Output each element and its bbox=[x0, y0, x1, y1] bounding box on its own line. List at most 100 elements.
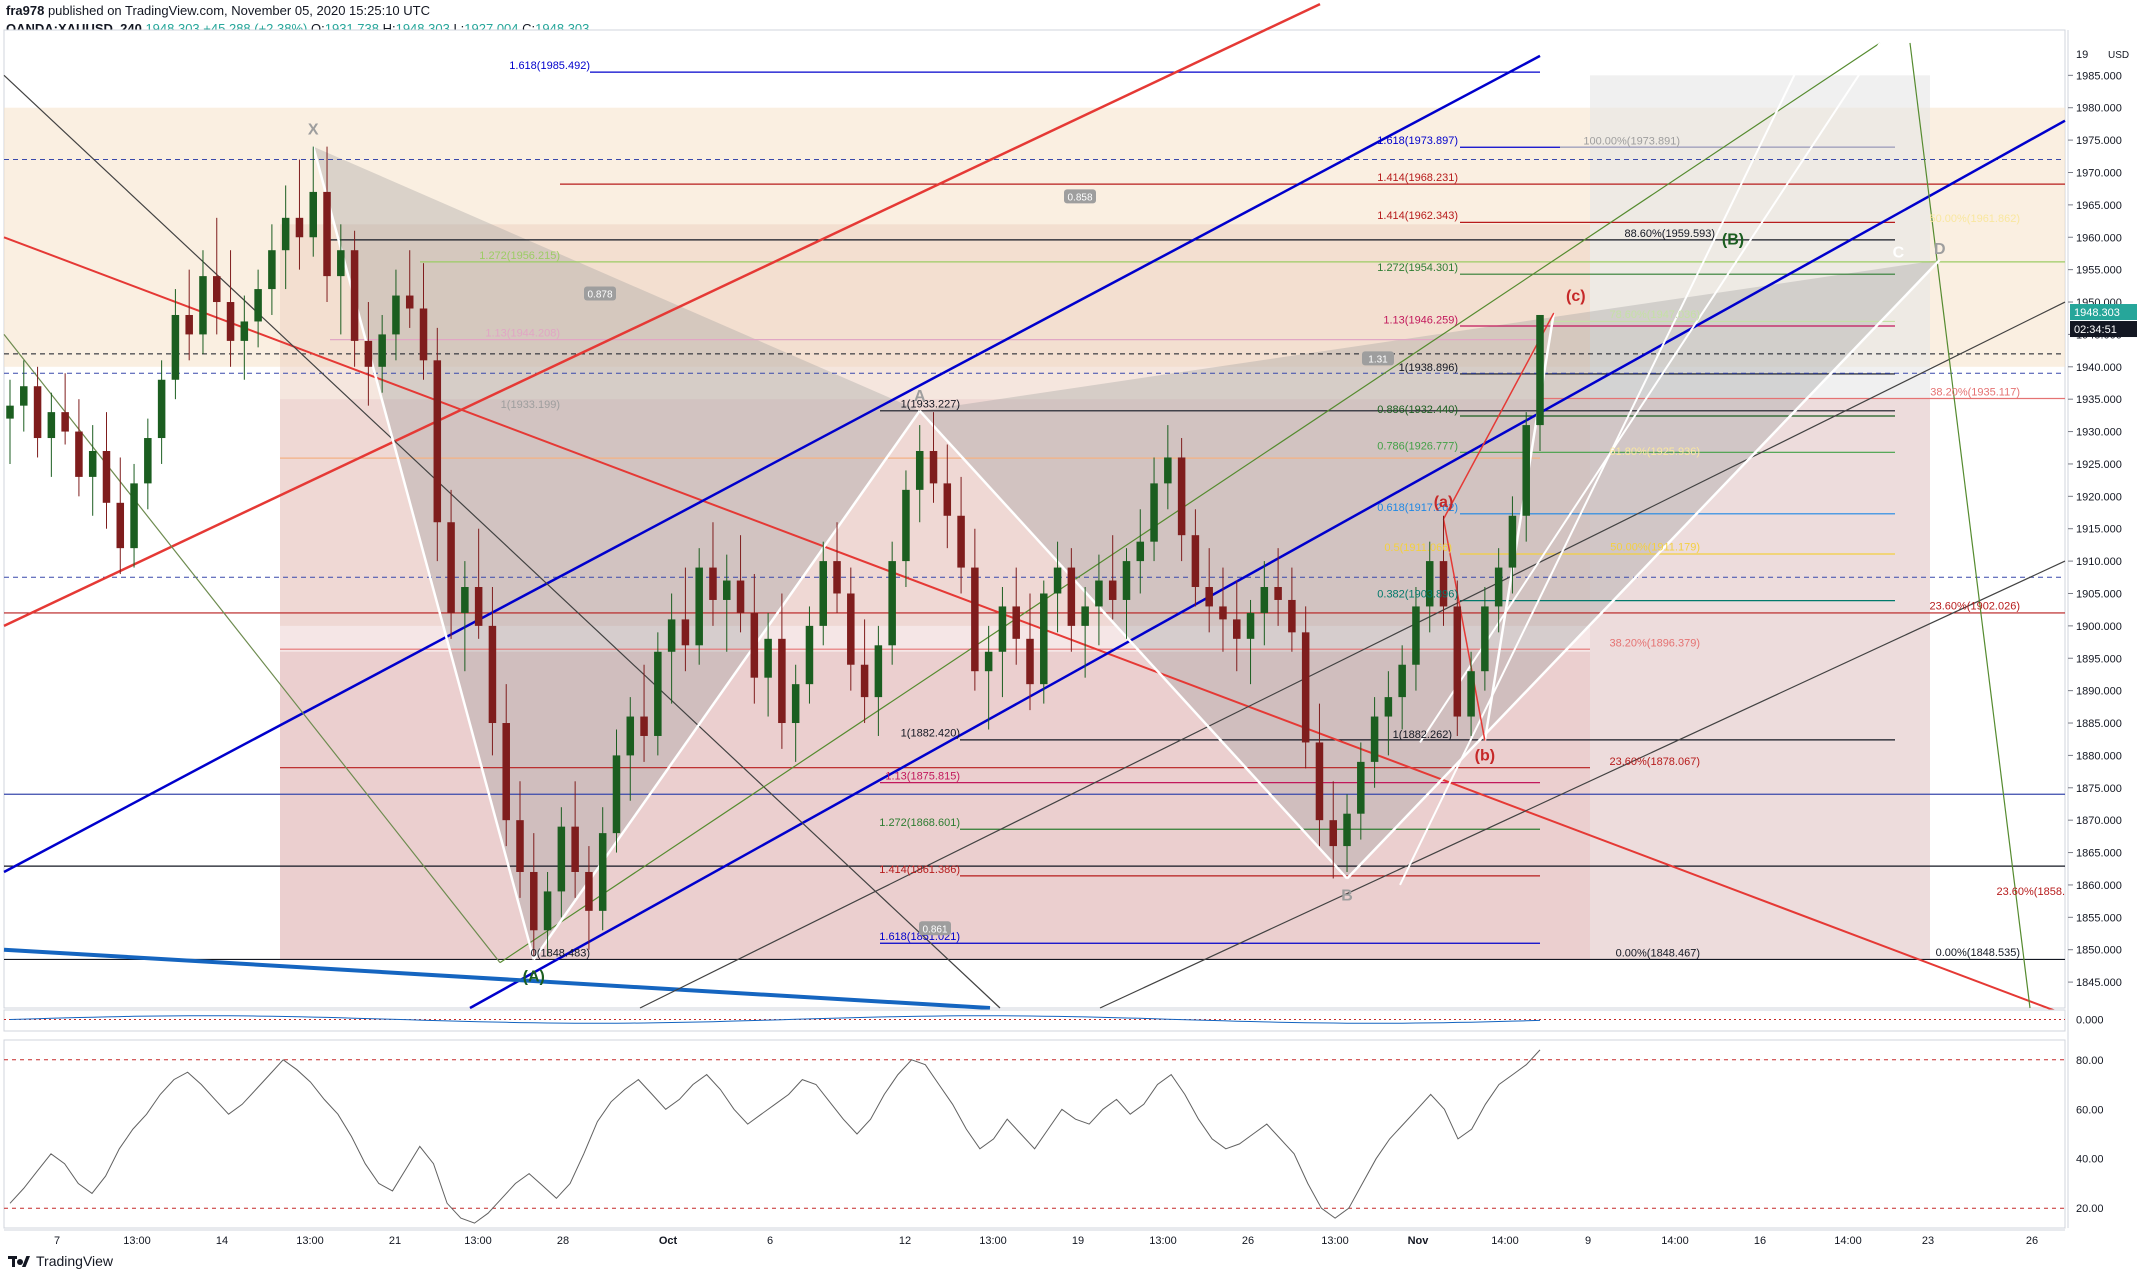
candle-body bbox=[764, 638, 772, 678]
fib-level-label: 23.60%(1878.067) bbox=[1609, 756, 1700, 768]
time-tick-label: 12 bbox=[899, 1235, 911, 1247]
candle-body bbox=[337, 250, 345, 277]
fib-level-label: 0.382(1903.896) bbox=[1377, 589, 1458, 601]
footer-bar: TradingView bbox=[0, 1248, 2137, 1275]
candle-body bbox=[943, 483, 952, 516]
pattern-ratio-label: 0.861 bbox=[922, 924, 947, 935]
candle-body bbox=[405, 295, 414, 309]
candle-body bbox=[1053, 567, 1062, 594]
fib-level-label: 88.60%(1959.593) bbox=[1624, 228, 1715, 240]
candle-body bbox=[6, 405, 14, 419]
time-tick-label: 28 bbox=[557, 1235, 569, 1247]
price-tick-label: 1870.000 bbox=[2076, 815, 2122, 827]
fib-level-label: 23.60%(1858. bbox=[1997, 886, 2066, 898]
fib-level-label: 0.5(1911.066) bbox=[1384, 542, 1452, 554]
time-tick-label: 13:00 bbox=[123, 1235, 151, 1247]
candle-body bbox=[709, 567, 717, 600]
pattern-ratio-badge bbox=[919, 921, 951, 936]
price-tick-label: 1880.000 bbox=[2076, 750, 2122, 762]
candle-body bbox=[902, 489, 910, 562]
fib-level-label: 0.00%(1848.535) bbox=[1936, 947, 2020, 959]
fib-level-label: 23.60%(1902.026) bbox=[1929, 601, 2020, 613]
wave-pivot-label: C bbox=[1893, 245, 1905, 262]
candle-body bbox=[915, 450, 924, 490]
price-tick-label: 1965.000 bbox=[2076, 200, 2122, 212]
fib-level-label: 1.414(1962.343) bbox=[1377, 210, 1458, 222]
time-tick-label: 23 bbox=[1922, 1235, 1934, 1247]
time-tick-label: 13:00 bbox=[979, 1235, 1007, 1247]
candle-body bbox=[819, 561, 827, 626]
fib-level-label: 50.00%(1911.179) bbox=[1610, 541, 1700, 553]
candle-body bbox=[1536, 314, 1544, 426]
candle-body bbox=[1219, 606, 1227, 620]
fib-level-label: 1(1882.420) bbox=[901, 728, 960, 740]
price-tick-label: 1865.000 bbox=[2076, 848, 2122, 860]
candle-body bbox=[1040, 593, 1048, 685]
pattern-ratio-badge bbox=[1362, 351, 1394, 366]
candle-body bbox=[1260, 587, 1269, 613]
candle-body bbox=[516, 820, 524, 872]
fib-level-label: 1.272(1956.215) bbox=[479, 250, 560, 262]
time-tick-label: 7 bbox=[54, 1235, 60, 1247]
candle-body bbox=[585, 871, 593, 911]
countdown-badge bbox=[2070, 321, 2137, 338]
price-tick-label: 1920.000 bbox=[2076, 491, 2122, 503]
harmonic-leg bbox=[312, 146, 535, 960]
time-tick-label: 19 bbox=[1072, 1235, 1084, 1247]
brand-name: TradingView bbox=[36, 1253, 114, 1269]
candle-body bbox=[1384, 697, 1393, 717]
time-tick-label: 13:00 bbox=[464, 1235, 492, 1247]
candle-body bbox=[1370, 716, 1379, 762]
oscillator-tick-label: 0.000 bbox=[2076, 1015, 2104, 1027]
candle-body bbox=[1398, 664, 1406, 698]
red-falling-trendline bbox=[3, 236, 2066, 1016]
candle-body bbox=[654, 651, 662, 736]
candle-body bbox=[640, 716, 648, 736]
fib-level-label: 38.20%(1896.379) bbox=[1609, 637, 1700, 649]
time-tick-label: Nov bbox=[1408, 1235, 1430, 1247]
chart-canvas[interactable]: 1.618(1973.897) 100.00%(1973.891) 1.414(19… bbox=[0, 0, 2137, 1248]
candle-body bbox=[474, 587, 483, 626]
fib-level-label: 78.60%(1947.036) bbox=[1609, 309, 1700, 321]
tradingview-brand[interactable]: TradingView bbox=[8, 1253, 113, 1269]
fib-level-label: 0.618(1917.262) bbox=[1377, 502, 1458, 514]
candle-body bbox=[295, 217, 304, 238]
wave-pivot-label: D bbox=[1934, 241, 1946, 258]
time-tick-label: 26 bbox=[1242, 1235, 1254, 1247]
price-tick-label: 1985.000 bbox=[2076, 70, 2122, 82]
fib-level-label: 1.414(1968.231) bbox=[1377, 172, 1458, 184]
time-tick-label: 14:00 bbox=[1834, 1235, 1862, 1247]
candle-body bbox=[33, 386, 42, 439]
price-tick-label: 1925.000 bbox=[2076, 459, 2122, 471]
candle-body bbox=[185, 314, 193, 335]
time-tick-label: 13:00 bbox=[1321, 1235, 1349, 1247]
candle-body bbox=[1357, 761, 1365, 814]
candle-body bbox=[778, 638, 786, 724]
candle-body bbox=[1343, 813, 1351, 847]
black-rising-line-2 bbox=[639, 301, 2066, 1009]
candle-body bbox=[957, 515, 965, 568]
harmonic-leg bbox=[918, 409, 1348, 880]
rsi-line bbox=[9, 1049, 1541, 1224]
author-name[interactable]: fra978 bbox=[6, 3, 45, 18]
candle-body bbox=[888, 561, 896, 646]
price-tick-label: 1935.000 bbox=[2076, 394, 2122, 406]
candle-body bbox=[392, 295, 400, 335]
tradingview-logo-icon bbox=[8, 1253, 30, 1269]
wave-pivot-label: (c) bbox=[1566, 288, 1586, 305]
oscillator-pane bbox=[3, 1009, 2066, 1032]
candle-body bbox=[1026, 638, 1034, 685]
price-tick-label: 1895.000 bbox=[2076, 653, 2122, 665]
time-tick-label: 6 bbox=[767, 1235, 773, 1247]
candle-body bbox=[47, 412, 56, 439]
candle-body bbox=[1453, 606, 1462, 717]
rsi-tick-label: 60.00 bbox=[2076, 1104, 2104, 1116]
white-channel-line-2 bbox=[1419, 42, 1881, 743]
time-tick-label: 14 bbox=[216, 1235, 228, 1247]
wave-pivot-label: (b) bbox=[1475, 748, 1495, 765]
candle-body bbox=[1467, 671, 1475, 717]
fib-level-label: 0.886(1932.440) bbox=[1377, 404, 1458, 416]
rsi-tick-label: 20.00 bbox=[2076, 1203, 2104, 1215]
candle-body bbox=[88, 450, 97, 477]
time-tick-label: 9 bbox=[1585, 1235, 1591, 1247]
